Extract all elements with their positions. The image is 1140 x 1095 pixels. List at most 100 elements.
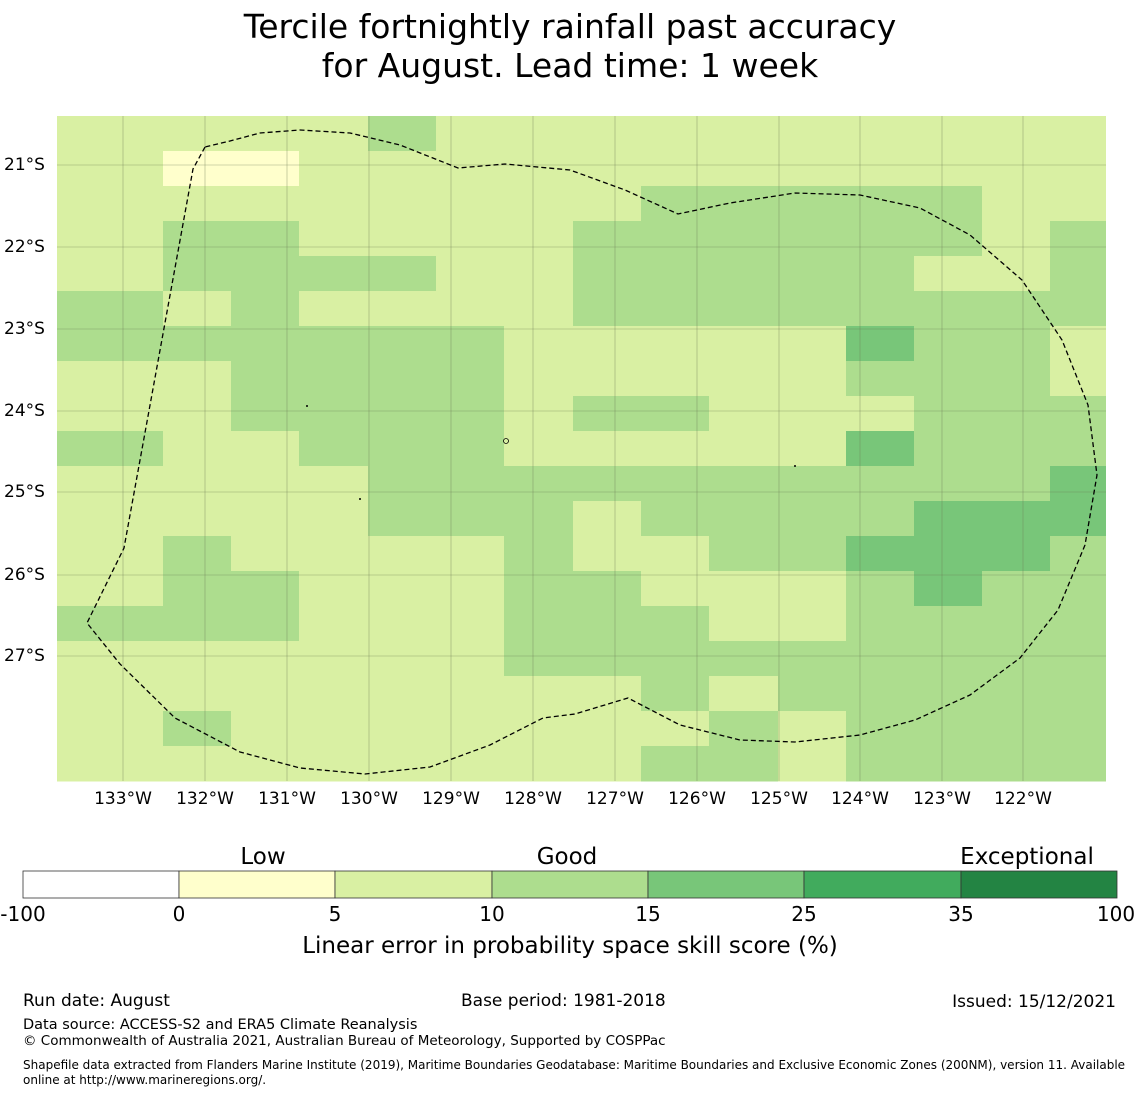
skill-cell xyxy=(573,186,641,222)
skill-cell xyxy=(1050,746,1106,782)
skill-cell xyxy=(778,326,846,362)
skill-cell xyxy=(57,361,95,397)
eez-boundary xyxy=(86,129,1098,775)
skill-cell xyxy=(95,711,163,747)
skill-cell xyxy=(846,256,914,292)
skill-cell xyxy=(504,606,573,642)
island-marker xyxy=(359,498,361,500)
skill-cell xyxy=(778,116,846,152)
shapefile-note-line-1: Shapefile data extracted from Flanders M… xyxy=(23,1058,1126,1072)
skill-cell xyxy=(299,431,368,467)
skill-cell xyxy=(778,186,846,222)
skill-cell xyxy=(709,186,778,222)
skill-cell xyxy=(914,571,982,607)
lon-label: 122°W xyxy=(994,789,1052,809)
skill-cell xyxy=(982,641,1050,677)
skill-cell xyxy=(504,746,573,782)
skill-cell xyxy=(914,256,982,292)
skill-cell xyxy=(846,466,914,502)
skill-cell xyxy=(299,571,368,607)
skill-cell xyxy=(778,291,846,327)
skill-cell xyxy=(641,501,709,537)
skill-cell xyxy=(436,746,504,782)
skill-cell xyxy=(299,536,368,572)
skill-cell xyxy=(504,326,573,362)
skill-cell xyxy=(778,361,846,397)
colorbar-segment xyxy=(647,870,805,899)
skill-cell xyxy=(95,291,163,327)
skill-cell xyxy=(1050,676,1106,712)
colorbar-tick: 100 xyxy=(1096,902,1136,926)
skill-cell xyxy=(778,221,846,257)
skill-cell xyxy=(778,466,846,502)
skill-cell xyxy=(163,676,231,712)
skill-cell xyxy=(436,151,504,187)
colorbar-tick: 5 xyxy=(328,902,342,926)
skill-cell xyxy=(573,291,641,327)
base-period: Base period: 1981-2018 xyxy=(461,991,666,1011)
skill-cell xyxy=(368,606,436,642)
skill-cell xyxy=(982,466,1050,502)
skill-cell xyxy=(231,396,299,432)
skill-cell xyxy=(504,291,573,327)
lon-label: 127°W xyxy=(586,789,644,809)
skill-cell xyxy=(982,151,1050,187)
skill-cell xyxy=(641,711,709,747)
skill-cell xyxy=(163,571,231,607)
skill-cell xyxy=(368,501,436,537)
skill-cell xyxy=(95,606,163,642)
colorbar-segment xyxy=(334,870,493,899)
skill-cell xyxy=(709,291,778,327)
skill-cell xyxy=(231,151,299,187)
skill-cell xyxy=(641,116,709,152)
skill-cell xyxy=(368,466,436,502)
skill-cell xyxy=(231,676,299,712)
skill-cell xyxy=(914,501,982,537)
island-marker xyxy=(503,438,509,444)
skill-cell xyxy=(368,291,436,327)
skill-cell xyxy=(299,116,368,152)
skill-cell xyxy=(982,536,1050,572)
skill-cell xyxy=(1050,326,1106,362)
skill-cell xyxy=(573,221,641,257)
skill-cell xyxy=(368,396,436,432)
lon-label: 125°W xyxy=(750,789,808,809)
skill-cell xyxy=(641,151,709,187)
skill-cell xyxy=(982,676,1050,712)
skill-cell xyxy=(1050,571,1106,607)
skill-cell xyxy=(436,676,504,712)
skill-cell xyxy=(163,606,231,642)
skill-cell xyxy=(299,746,368,782)
skill-cell xyxy=(641,466,709,502)
skill-cell xyxy=(846,116,914,152)
skill-cell xyxy=(982,571,1050,607)
shapefile-note-line-2: online at http://www.marineregions.org/. xyxy=(23,1073,267,1087)
skill-cell xyxy=(573,746,641,782)
skill-cell xyxy=(914,606,982,642)
skill-cell xyxy=(436,221,504,257)
colorbar-segment xyxy=(491,870,649,899)
skill-cell xyxy=(1050,221,1106,257)
lon-label: 129°W xyxy=(422,789,480,809)
skill-cell xyxy=(846,431,914,467)
skill-cell xyxy=(231,606,299,642)
run-date: Run date: August xyxy=(23,991,170,1011)
skill-cell xyxy=(163,116,231,152)
skill-cell xyxy=(778,641,846,677)
colorbar-tick: 35 xyxy=(948,902,974,926)
skill-cell xyxy=(1050,431,1106,467)
colorbar-segment xyxy=(960,870,1118,899)
skill-cell xyxy=(709,151,778,187)
lon-label: 133°W xyxy=(94,789,152,809)
skill-cell xyxy=(573,711,641,747)
skill-cell xyxy=(57,186,95,222)
skill-cell xyxy=(368,746,436,782)
skill-cell xyxy=(1050,466,1106,502)
colorbar-tick: 25 xyxy=(791,902,817,926)
skill-cell xyxy=(163,711,231,747)
lon-label: 123°W xyxy=(913,789,971,809)
lat-label: 24°S xyxy=(4,401,45,421)
skill-cell xyxy=(57,256,95,292)
island-marker xyxy=(306,405,308,407)
issued-date: Issued: 15/12/2021 xyxy=(952,992,1116,1012)
